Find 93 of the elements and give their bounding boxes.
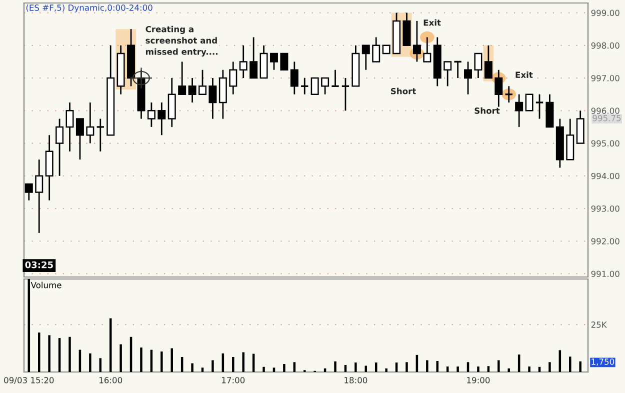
candlestick: [178, 61, 186, 96]
annotation: Exit: [516, 72, 533, 78]
bar: [487, 366, 490, 372]
annotation: Creating a screenshot and missed entry....: [146, 26, 218, 56]
candlestick: [86, 102, 94, 144]
candlestick: [250, 36, 258, 79]
bar: [272, 368, 276, 372]
bar: [48, 335, 50, 372]
candlestick: [24, 183, 33, 202]
bar: [201, 368, 204, 372]
candlestick: [96, 118, 105, 152]
bar: [498, 360, 500, 372]
bar: [548, 362, 551, 372]
y-tick-label: 994.00: [591, 172, 620, 180]
y-tick-label: 991.00: [591, 270, 620, 278]
text: 1,750: [592, 358, 614, 366]
bar: [89, 353, 92, 372]
y-tick-label: 998.00: [591, 42, 620, 49]
candlestick: [158, 102, 166, 136]
x-tick-label: 09/03 15:20: [4, 377, 54, 384]
y-tick-label: 995.00: [591, 140, 620, 147]
candlestick: [239, 44, 248, 79]
candlestick: [412, 20, 421, 62]
bar: [558, 350, 562, 372]
bar: [170, 348, 173, 372]
x-tick-label: 18:00: [344, 377, 368, 384]
x-tick-label: 19:00: [467, 377, 490, 384]
candlestick: [321, 77, 330, 96]
x-tick-label: 16:00: [100, 377, 122, 384]
bar: [569, 356, 572, 372]
bar: [232, 357, 234, 372]
bar: [68, 336, 71, 372]
x-tick-label: 17:00: [222, 377, 245, 384]
candlestick: [535, 94, 544, 120]
bar: [160, 352, 163, 372]
candlestick: [453, 60, 462, 79]
bar: [293, 362, 296, 372]
candlestick: [330, 69, 340, 88]
candlestick: [474, 52, 482, 79]
candlestick: [372, 36, 380, 62]
chart-title: Volume: [30, 282, 62, 288]
bar: [283, 364, 286, 372]
y-tick-label: 996.00: [591, 108, 620, 114]
y-tick-label: 25K: [591, 322, 608, 328]
bar: [99, 358, 102, 372]
candlestick: [198, 69, 206, 96]
bar: [466, 362, 470, 372]
y-tick-label: 999.00: [591, 10, 620, 16]
bar: [212, 360, 214, 372]
bar: [385, 368, 388, 372]
candlestick: [362, 44, 370, 71]
bar: [191, 363, 194, 372]
bar: [120, 344, 122, 372]
annotation: Exit: [424, 19, 441, 26]
bar: [426, 360, 428, 372]
candlestick: [147, 102, 156, 128]
bar: [528, 366, 530, 372]
candlestick: [188, 77, 196, 104]
y-tick-label: 997.00: [591, 75, 620, 82]
y-tick-label: 992.00: [591, 238, 620, 244]
bar: [579, 361, 582, 372]
bar: [508, 368, 510, 372]
candlestick: [76, 118, 84, 160]
candlestick: [423, 36, 432, 62]
bar: [456, 366, 459, 372]
bar: [354, 362, 357, 372]
candlestick: [35, 158, 44, 234]
bar: [406, 362, 408, 372]
annotation: Short: [391, 88, 416, 94]
candlestick: [229, 61, 238, 96]
candlestick: [56, 118, 64, 177]
annotation: 03:25: [25, 261, 53, 268]
chart-title: (ES #F,5) Dynamic,0:00-24:00: [26, 4, 152, 12]
bar: [334, 361, 336, 372]
annotation: Short: [474, 107, 500, 114]
candlestick: [66, 102, 74, 152]
bar: [262, 366, 265, 372]
candlestick: [310, 77, 319, 95]
candlestick: [208, 77, 217, 120]
candlestick: [280, 52, 288, 70]
candlestick: [525, 94, 534, 112]
candlestick: [270, 52, 278, 71]
candlestick: [464, 61, 472, 96]
bar: [364, 366, 368, 372]
text: 995.75: [592, 114, 621, 122]
candlestick: [444, 61, 452, 87]
candlestick: [515, 94, 524, 128]
bar: [242, 352, 244, 372]
bar: [477, 366, 480, 372]
y-tick-label: 993.00: [591, 205, 620, 212]
bar: [140, 348, 142, 372]
bar: [446, 366, 449, 372]
candlestick: [290, 61, 298, 96]
